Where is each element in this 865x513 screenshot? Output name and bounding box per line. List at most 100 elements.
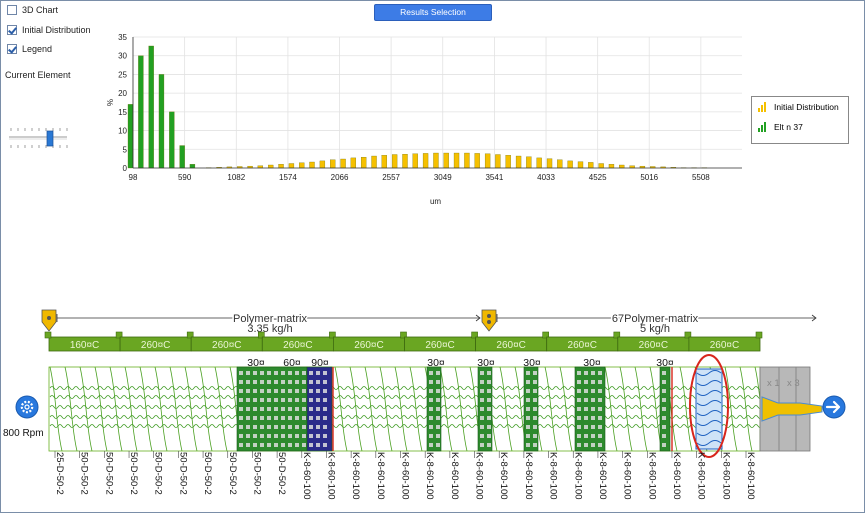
bar-initial [268, 164, 274, 169]
kneading-disc [260, 425, 264, 429]
next-arrow-button[interactable] [822, 395, 846, 419]
element-label: K-8-60-100 [301, 452, 312, 500]
kneading-disc [436, 443, 440, 447]
bar-initial [422, 153, 429, 169]
x-tick-label: 4525 [589, 173, 607, 182]
y-tick-label: 0 [123, 164, 128, 173]
kneading-disc [584, 371, 588, 375]
bar-initial [536, 157, 542, 169]
chart3d-checkbox[interactable] [7, 5, 17, 15]
kneading-disc [436, 416, 440, 420]
kneading-disc [480, 380, 484, 384]
barrel-tab [613, 331, 621, 339]
kneading-disc [429, 380, 433, 384]
kneading-disc [577, 389, 581, 393]
bar-initial [608, 164, 615, 169]
die-block: x 1 x 3 [759, 366, 823, 452]
bar-initial [526, 156, 532, 169]
kneading-disc [577, 443, 581, 447]
kneading-disc [577, 371, 581, 375]
x-tick-label: 3049 [434, 173, 452, 182]
kneading-disc [274, 398, 278, 402]
chart3d-label: 3D Chart [22, 5, 59, 15]
kneading-disc [274, 416, 278, 420]
kneading-disc [662, 416, 666, 420]
kneading-disc [584, 443, 588, 447]
block-angle-label: 30¤ [247, 357, 265, 369]
kneading-disc [429, 416, 433, 420]
bar-initial [588, 162, 594, 169]
element-label: 50-D-50-2 [128, 452, 139, 495]
kneading-disc [309, 407, 313, 411]
kneading-disc [487, 425, 491, 429]
legend-item-label: Elt n 37 [774, 122, 803, 132]
results-selection-button[interactable]: Results Selection [374, 4, 492, 21]
block-angle-label: 30¤ [583, 357, 601, 369]
bar-initial [619, 164, 625, 169]
y-tick-label: 15 [118, 108, 127, 117]
kneading-disc [260, 434, 264, 438]
barrel-segments: 160¤C 260¤C 260¤C 260¤C 260¤C 260¤C 260¤C 260¤C… [44, 331, 763, 352]
kneading-disc [487, 380, 491, 384]
kneading-disc [309, 371, 313, 375]
kneading-disc [295, 425, 299, 429]
kneading-disc [584, 380, 588, 384]
kneading-disc [267, 416, 271, 420]
kneading-disc [526, 434, 530, 438]
screw-speed-label: 800 Rpm [3, 428, 44, 439]
kneading-disc [436, 371, 440, 375]
bar-element [179, 145, 185, 169]
kneading-disc [480, 371, 484, 375]
bar-chart-icon [758, 102, 768, 112]
feed-1-name: Polymer-matrix [233, 313, 307, 325]
kneading-disc [480, 416, 484, 420]
kneading-disc [253, 407, 257, 411]
block-angle-label: 30¤ [477, 357, 495, 369]
kneading-disc [246, 425, 250, 429]
element-label: K-8-60-100 [424, 452, 435, 500]
kneading-disc [288, 425, 292, 429]
barrel-tab [257, 331, 265, 339]
element-label: K-8-60-100 [325, 452, 336, 500]
bar-initial [319, 160, 326, 169]
screw-flight [124, 366, 138, 452]
kneading-disc [253, 371, 257, 375]
kneading-disc [429, 371, 433, 375]
element-label: K-8-60-100 [498, 452, 509, 500]
kneading-disc [267, 380, 271, 384]
kneading-disc [533, 398, 537, 402]
kneading-disc [246, 389, 250, 393]
kneading-disc [281, 443, 285, 447]
bar-initial [330, 159, 336, 169]
barrel-tab [755, 331, 763, 339]
kneading-disc [323, 398, 327, 402]
legend-checkbox[interactable] [7, 44, 17, 54]
kneading-disc [288, 434, 292, 438]
element-label: 50-D-50-2 [276, 452, 287, 495]
kneading-disc [591, 425, 595, 429]
kneading-disc [480, 407, 484, 411]
element-label: K-8-60-100 [400, 452, 411, 500]
kneading-block [426, 366, 442, 452]
highlighted-flight [696, 420, 722, 426]
bar-initial [567, 160, 573, 169]
settings-gear-button[interactable] [15, 395, 39, 419]
screw-core-wave [49, 395, 763, 399]
bar-initial [288, 163, 295, 169]
legend-checkbox-row[interactable]: Legend [7, 44, 52, 54]
chart3d-checkbox-row[interactable]: 3D Chart [7, 5, 58, 15]
kneading-disc [267, 425, 271, 429]
kneading-disc [295, 371, 299, 375]
block-angle-label: 30¤ [427, 357, 445, 369]
kneading-disc [246, 380, 250, 384]
initial-distribution-checkbox-row[interactable]: Initial Distribution [7, 25, 91, 35]
distribution-chart: 0 5 10 15 20 25 30 35 98 590 1082 1574 2066 2557 3049 3… [106, 33, 742, 206]
kneading-disc [480, 443, 484, 447]
kneading-disc [662, 398, 666, 402]
current-element-slider[interactable] [7, 126, 69, 152]
kneading-disc [598, 371, 602, 375]
kneading-disc [267, 443, 271, 447]
kneading-disc [239, 380, 243, 384]
kneading-disc [295, 398, 299, 402]
initial-distribution-checkbox[interactable] [7, 25, 17, 35]
